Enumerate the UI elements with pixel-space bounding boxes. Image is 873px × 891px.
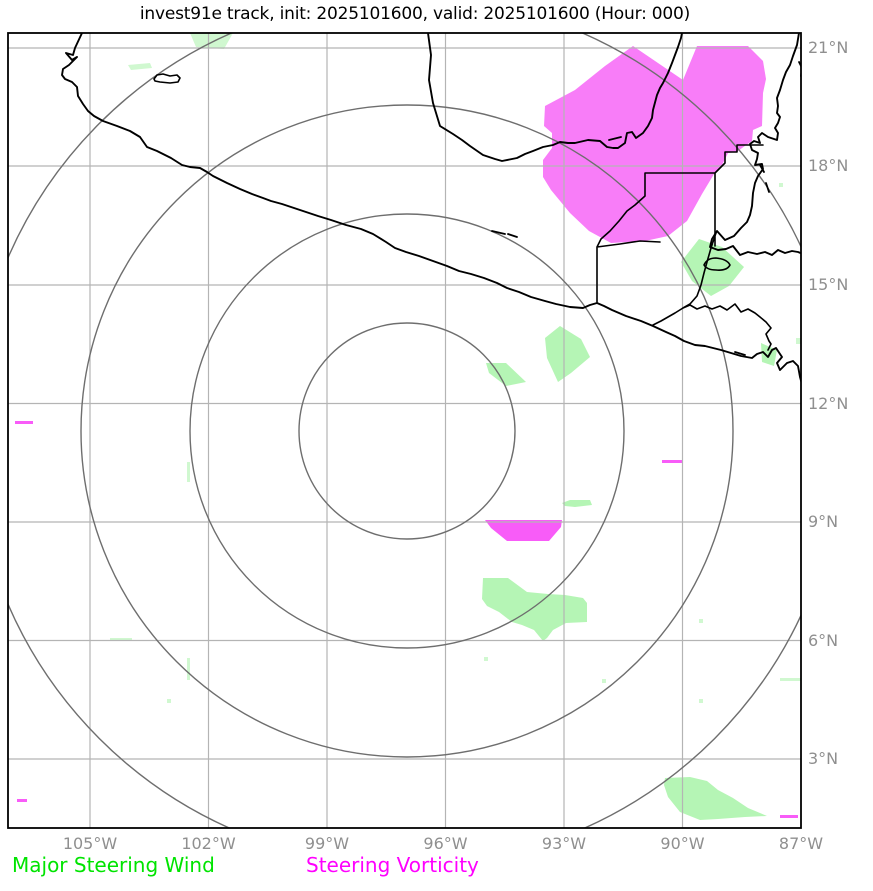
lon-tick: 96°W [423,834,468,853]
islands-and-lagoons [491,61,801,356]
vorticity-patches [15,46,798,818]
coastline-caribbean [709,33,801,256]
vorticity-patch-small [485,520,562,541]
lat-tick: 12°N [808,393,849,413]
lon-tick: 105°W [62,834,118,853]
lon-tick: 99°W [304,834,350,853]
vorticity-dashes [15,421,798,818]
range-rings [8,33,801,828]
lat-tick: 21°N [808,38,849,57]
lat-tick: 15°N [808,275,849,294]
lon-tick: 90°W [660,834,705,853]
lon-tick: 102°W [181,834,236,853]
coastlines [61,33,801,385]
lat-tick: 9°N [808,512,839,531]
range-ring-1 [298,322,516,540]
coastline-pacific [61,33,801,385]
range-ring-3 [80,104,734,758]
lake-izabal [703,257,731,271]
lake-inland-mexico [153,73,181,84]
coastline-gulf [427,33,683,162]
lon-tick: 87°W [778,834,824,853]
legend-major-steering-wind: Major Steering Wind [12,853,215,877]
lat-tick: 3°N [808,749,839,768]
plot-border [7,32,802,829]
gridlines [8,33,801,828]
lat-tick: 18°N [808,156,849,175]
figure-title: invest91e track, init: 2025101600, valid… [139,4,691,24]
range-ring-2 [189,213,625,649]
country-borders [596,144,772,351]
legend-steering-vorticity: Steering Vorticity [306,853,479,877]
vorticity-patch-main [543,46,766,243]
lon-tick: 93°W [541,834,587,853]
lat-tick: 6°N [808,630,839,650]
